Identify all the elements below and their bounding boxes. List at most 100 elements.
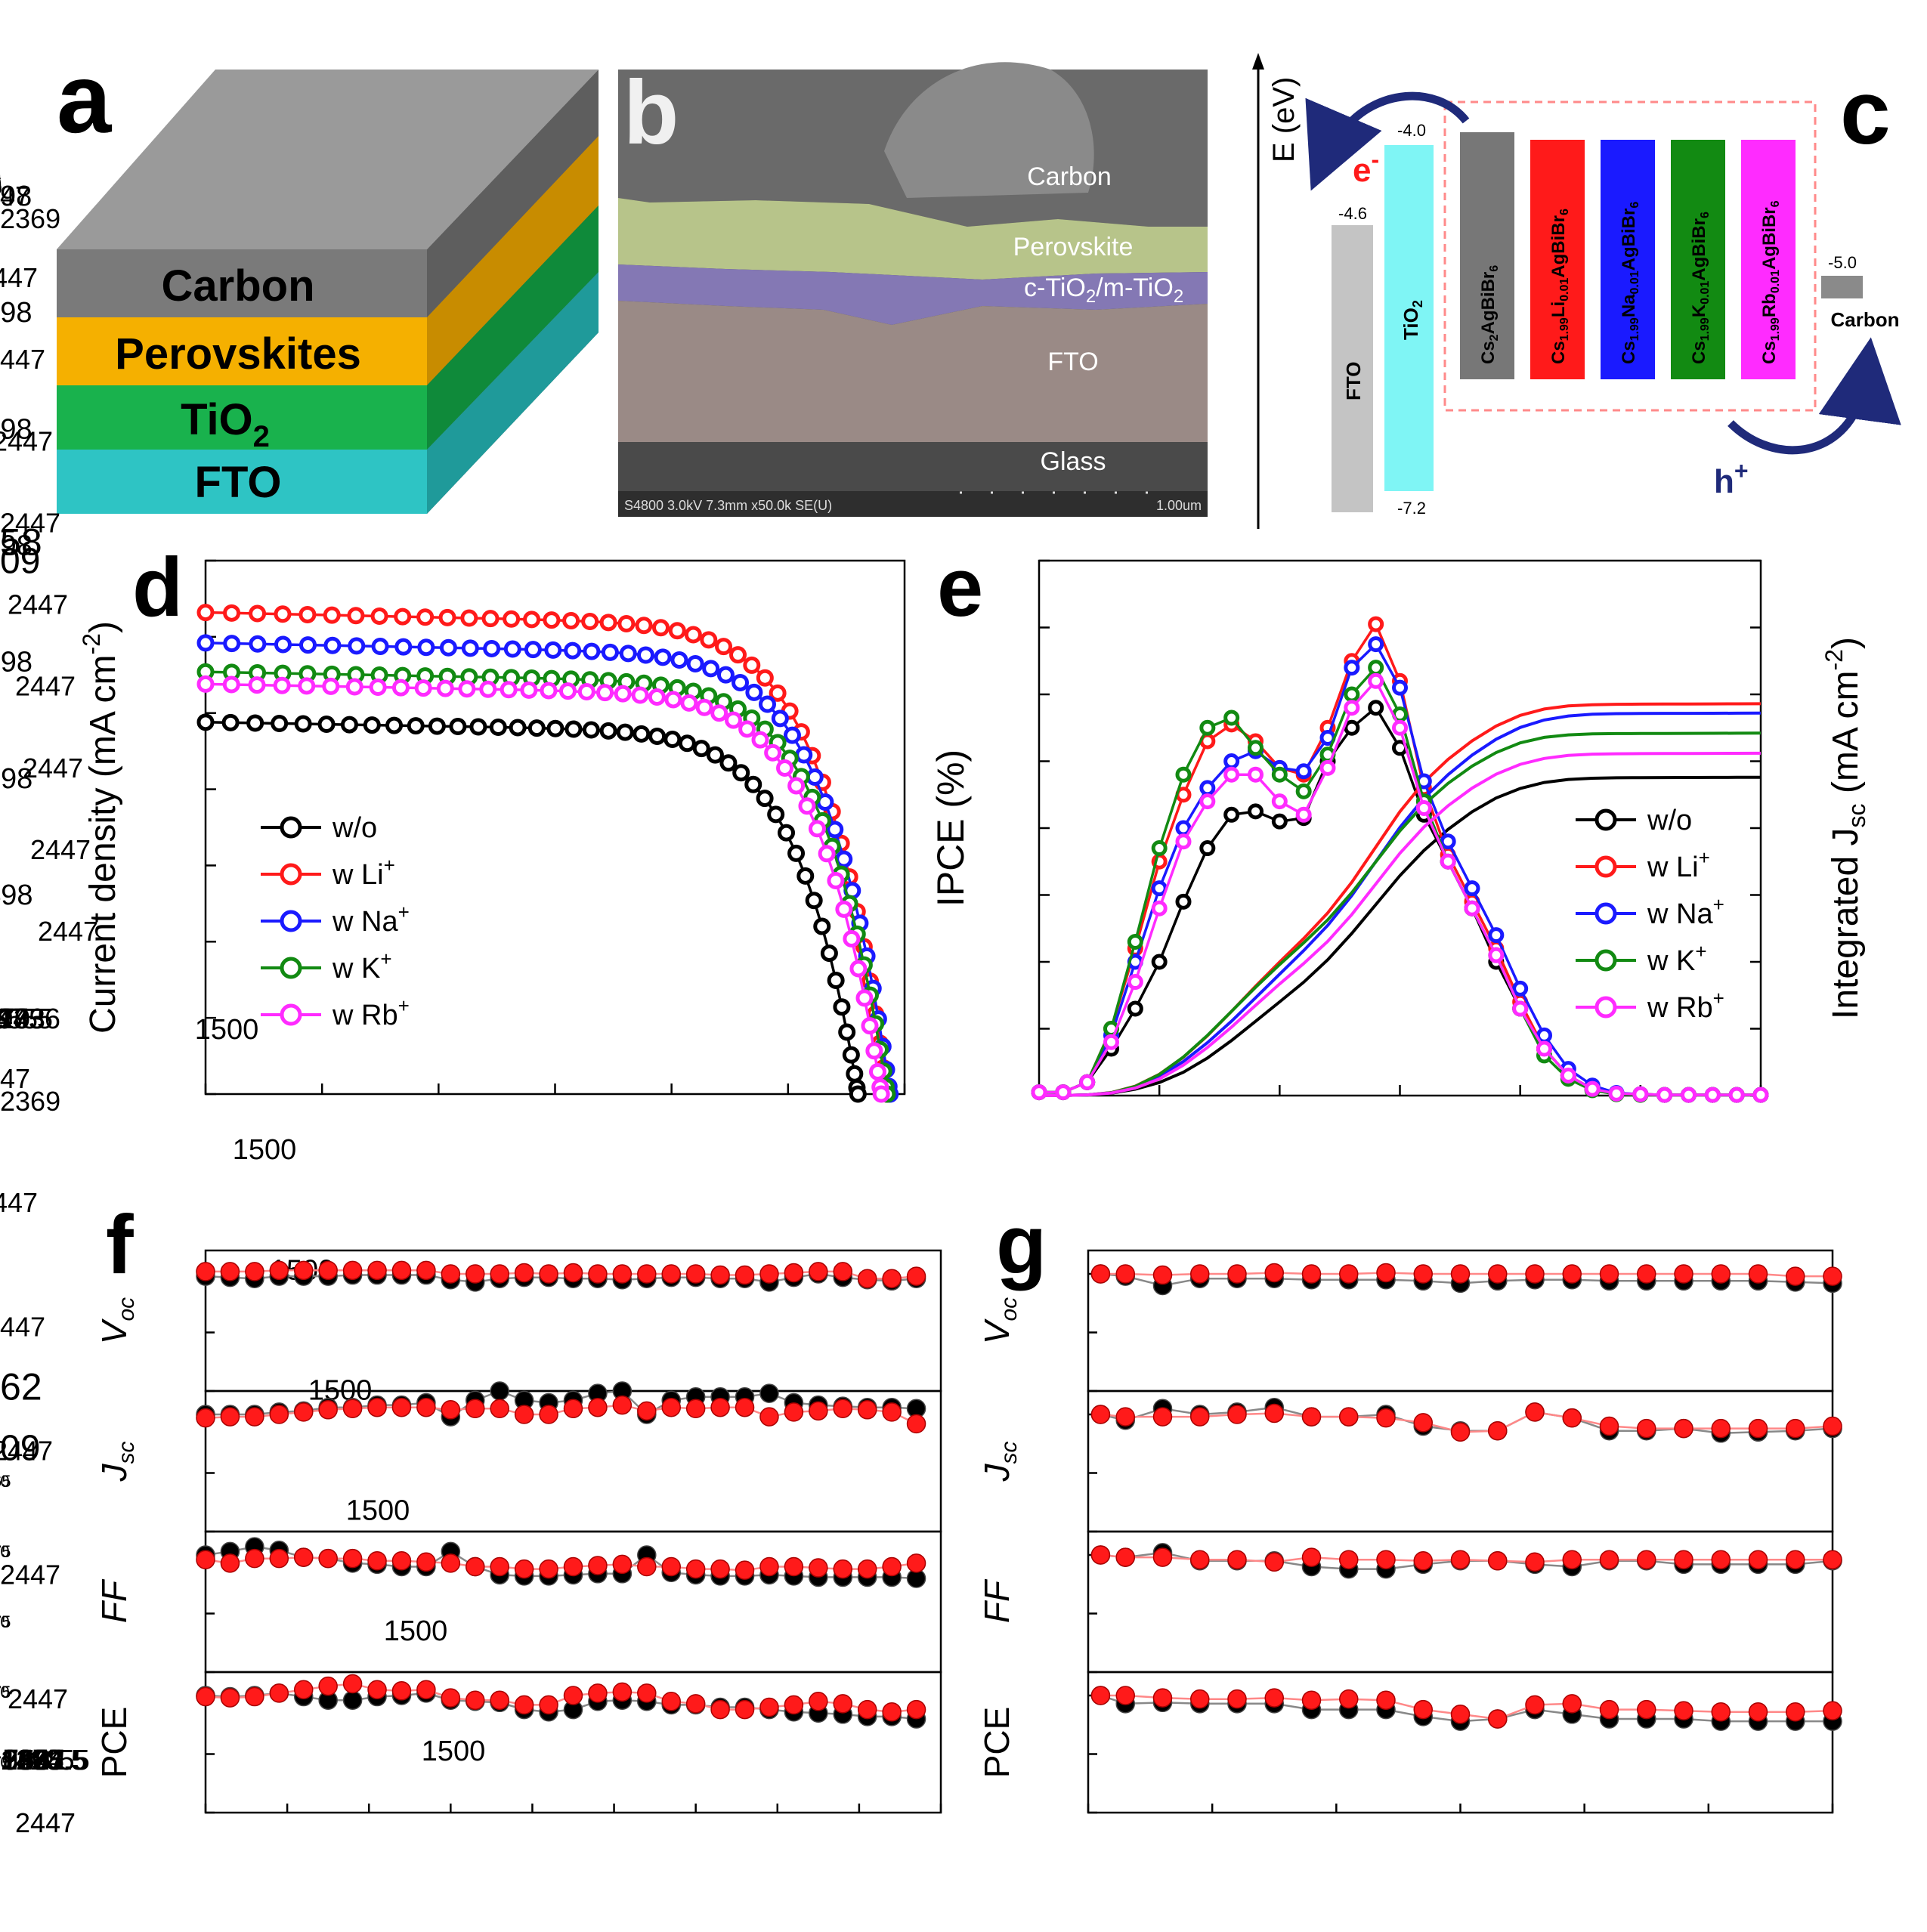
pn-mn-3: 0.01 xyxy=(1699,281,1712,304)
stab-point xyxy=(1823,1550,1842,1569)
legend-sup-3: + xyxy=(380,947,391,970)
ipce-chart: 150015001500150015001500150014641375.512… xyxy=(0,559,1870,1776)
jv-point xyxy=(298,677,316,695)
stab-point xyxy=(1115,1547,1135,1567)
jv-point xyxy=(340,716,358,734)
jv-point xyxy=(436,679,454,697)
condition-note: 2369 xyxy=(0,1086,60,1117)
stab-point xyxy=(882,1556,902,1577)
stab-point xyxy=(1227,1264,1247,1284)
legend-label-1: w Li+ xyxy=(332,854,395,891)
jv-point xyxy=(813,917,831,935)
jv-point xyxy=(719,754,738,772)
stab-point xyxy=(1413,1699,1433,1720)
pn-m-1: Li xyxy=(1548,301,1569,317)
stab-point xyxy=(441,1688,461,1708)
ipce-point xyxy=(1295,783,1312,799)
stab-point xyxy=(1674,1701,1693,1720)
stab-point xyxy=(784,1556,804,1577)
stab-point xyxy=(342,1690,363,1710)
jv-point xyxy=(738,720,756,738)
y-tick-label: 1699 xyxy=(0,173,1,204)
stab-point xyxy=(1562,1408,1582,1428)
stab-point xyxy=(1152,1265,1173,1285)
stab-point xyxy=(220,1407,240,1427)
x-tick-label: 2447 xyxy=(0,262,38,293)
y-tick-label: 1885 xyxy=(0,173,1,204)
stab-point xyxy=(809,1558,828,1578)
sem-sub-b: 2 xyxy=(1174,286,1183,307)
stab-point xyxy=(391,1551,412,1571)
stab-point xyxy=(637,1401,657,1421)
x-tick-label: 2447 xyxy=(0,344,45,375)
y-tick-label: 2257 xyxy=(0,1056,1,1087)
jv-point xyxy=(798,797,816,815)
y-tick-label: 1058.5714285714287 xyxy=(0,170,2,202)
jv-point xyxy=(583,642,601,660)
ipce-point xyxy=(1031,1084,1047,1101)
stab-point xyxy=(1637,1264,1656,1284)
hole-arrow xyxy=(1727,337,1901,455)
y-tick-label: 1361.142857142857 xyxy=(0,170,1,202)
stab-point xyxy=(588,1683,608,1703)
jv-point xyxy=(692,740,710,758)
y-tick-label: 2334.5 xyxy=(0,173,1,204)
row-label-Voc: Voc xyxy=(94,1297,139,1344)
stab-point xyxy=(588,1556,608,1575)
panel-g: g 18541776.51699Voc20401962.51885Jsc2226… xyxy=(0,1056,1842,1838)
ipce-point xyxy=(1392,719,1408,736)
ipce-point xyxy=(1079,1074,1096,1090)
jv-point xyxy=(544,641,562,659)
y-tick-label: 2334.5 xyxy=(0,1056,1,1087)
stab-point xyxy=(759,1383,779,1403)
stab-point xyxy=(1227,1689,1247,1709)
stab-point xyxy=(1823,1416,1842,1436)
jv-point xyxy=(715,638,733,656)
stab-point xyxy=(612,1554,633,1575)
stab-point xyxy=(1599,1416,1619,1436)
jv-point xyxy=(394,638,413,656)
legend-text-2: w Na xyxy=(1647,898,1713,930)
jv-point xyxy=(744,775,762,793)
ipce-point xyxy=(1295,763,1312,780)
y-axis-label: IPCE (%) xyxy=(929,750,972,907)
pn-cs-1: Cs xyxy=(1548,341,1569,364)
jv-point xyxy=(684,626,702,644)
stab-point xyxy=(416,1680,436,1699)
jv-point xyxy=(317,716,336,734)
y2-tick-label: 1375.5 xyxy=(1,1745,88,1776)
sem-sub-a: 2 xyxy=(1086,286,1096,307)
stab-point xyxy=(685,1399,706,1418)
stab-point xyxy=(1264,1403,1284,1423)
row-label-Jsc: Jsc xyxy=(94,1442,139,1482)
legend-sup-1: + xyxy=(384,854,395,876)
jv-point xyxy=(843,929,861,947)
jv-point xyxy=(523,611,541,629)
tio2-layer xyxy=(57,385,427,450)
pn-br6-3: 6 xyxy=(1699,212,1712,218)
jv-point xyxy=(439,638,457,657)
stab-point xyxy=(514,1405,534,1424)
stab-point xyxy=(1339,1689,1359,1709)
jv-point xyxy=(838,1023,856,1041)
stab-point xyxy=(1748,1550,1768,1569)
row-label-sub-Voc: oc xyxy=(114,1297,139,1321)
fto-layer xyxy=(57,450,427,514)
jv-point xyxy=(716,666,735,684)
stab-point xyxy=(293,1680,314,1699)
x-axis-label: 2509 xyxy=(0,542,40,582)
stab-point xyxy=(1711,1418,1731,1439)
stab-point xyxy=(1301,1264,1322,1284)
ipce-point xyxy=(1536,1040,1552,1057)
x-tick-label: 1498 xyxy=(0,763,32,795)
row-label-main-Voc: V xyxy=(977,1318,1016,1344)
stab-point xyxy=(269,1260,289,1281)
jv-point xyxy=(827,872,845,890)
ipce-point xyxy=(1175,893,1192,910)
x-tick-label: 2447 xyxy=(0,1063,30,1094)
pn-cs-4: Cs xyxy=(1759,341,1780,364)
stab-point xyxy=(1450,1422,1471,1442)
jv-point xyxy=(414,679,432,697)
legend-text-2: w Na xyxy=(332,906,398,938)
ipce-point xyxy=(1199,793,1216,810)
